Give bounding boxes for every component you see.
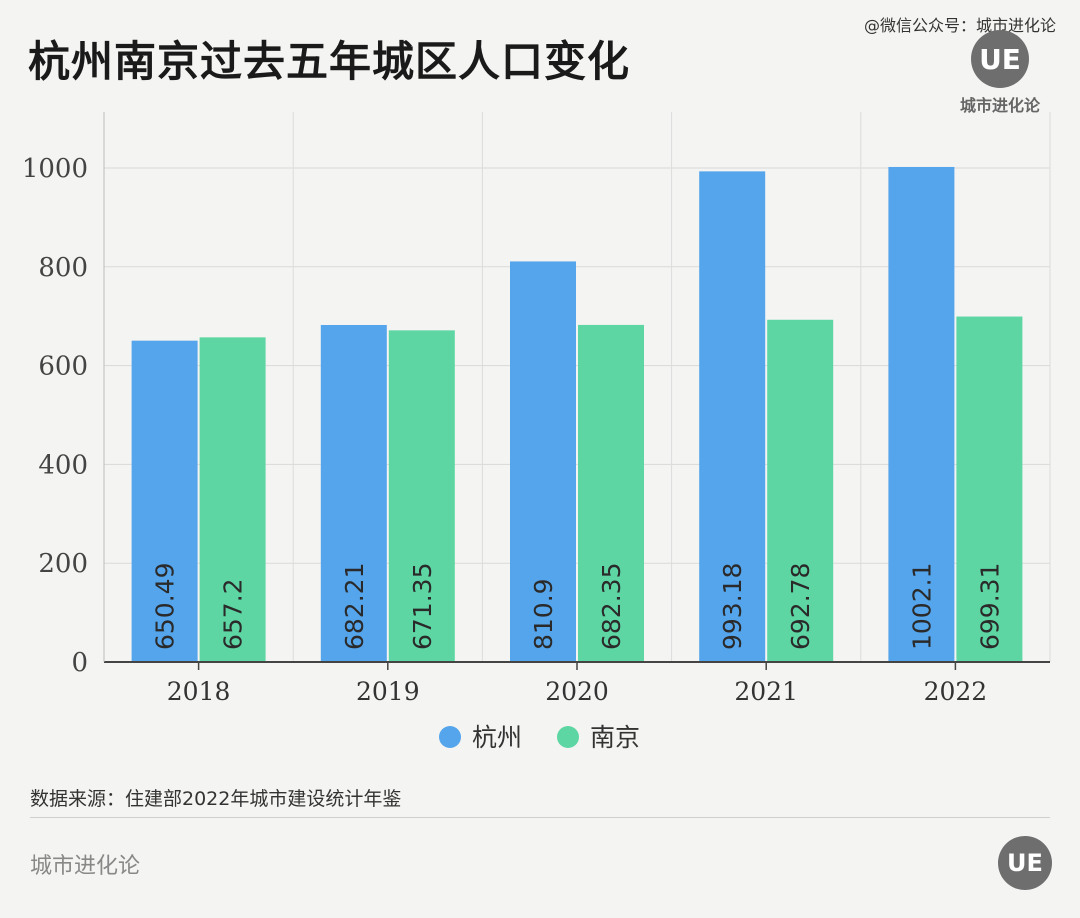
brand-logo: UE 城市进化论 (960, 30, 1040, 116)
legend-marker-南京 (557, 726, 579, 748)
y-tick-label: 400 (38, 450, 88, 480)
x-tick-label: 2018 (167, 677, 231, 706)
legend-label-南京: 南京 (590, 723, 640, 752)
bar-南京-2020 (578, 324, 644, 662)
x-tick-label: 2019 (356, 677, 420, 706)
bar-杭州-2022 (888, 166, 955, 663)
bar-南京-2019 (388, 330, 455, 662)
bar-value-label: 682.35 (597, 563, 626, 650)
legend-marker-杭州 (439, 726, 461, 748)
bar-value-label: 993.18 (718, 563, 747, 650)
chart-title: 杭州南京过去五年城区人口变化 (28, 37, 631, 86)
bar-value-label: 682.21 (340, 563, 369, 650)
y-tick-label: 600 (38, 352, 88, 382)
data-source: 数据来源：住建部2022年城市建设统计年鉴 (30, 788, 402, 810)
bar-杭州-2021 (699, 171, 766, 662)
y-tick-label: 0 (71, 648, 88, 678)
bar-chart: 0 200 400 600 800 1000 650.49 657.2 2018 682.21 67… (22, 112, 1051, 752)
y-tick-label: 200 (38, 549, 88, 579)
bar-value-label: 692.78 (786, 563, 815, 650)
bar-杭州-2018 (131, 340, 198, 662)
ue-logo-icon: UE (971, 30, 1029, 88)
ue-logo-bottom-icon: UE (998, 836, 1052, 890)
bar-value-label: 657.2 (219, 578, 248, 650)
bar-value-label: 810.9 (529, 578, 558, 650)
footer-divider (30, 817, 1050, 818)
bar-杭州-2019 (320, 324, 387, 662)
footer-brand: 城市进化论 (30, 854, 141, 879)
x-tick-label: 2021 (734, 677, 798, 706)
bar-南京-2018 (199, 337, 266, 662)
bar-南京-2022 (956, 316, 1023, 662)
bar-value-label: 650.49 (151, 563, 180, 650)
brand-name: 城市进化论 (960, 96, 1041, 115)
x-tick-label: 2022 (924, 677, 988, 706)
bar-杭州-2020 (510, 261, 576, 662)
bar-value-label: 1002.1 (907, 563, 936, 650)
y-tick-label: 1000 (22, 154, 88, 184)
bar-value-label: 671.35 (408, 563, 437, 650)
y-tick-label: 800 (38, 253, 88, 283)
bar-南京-2021 (767, 319, 834, 662)
bar-value-label: 699.31 (975, 563, 1004, 650)
legend-label-杭州: 杭州 (472, 723, 522, 752)
x-tick-label: 2020 (545, 677, 609, 706)
